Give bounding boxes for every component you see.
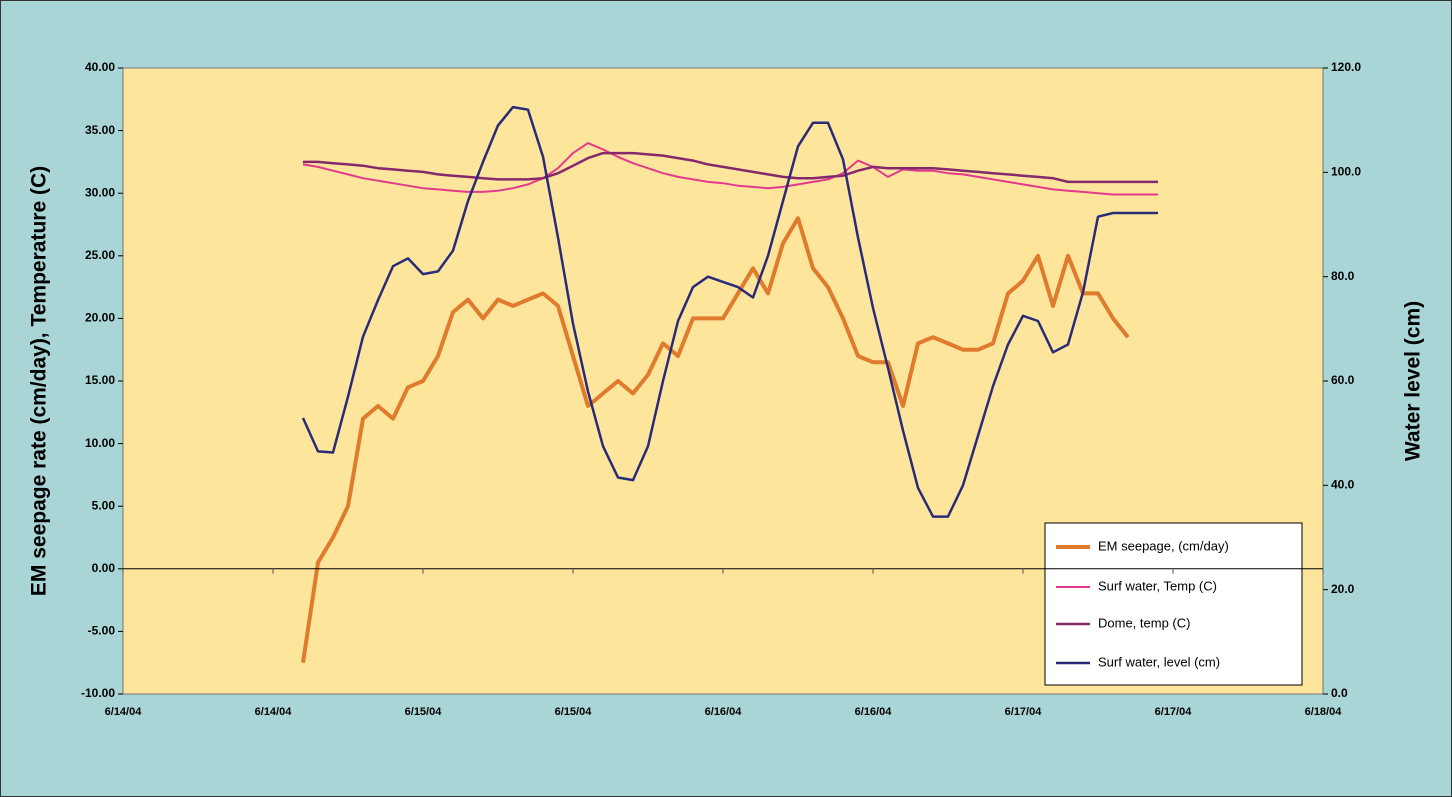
y2-tick-label: 80.0 [1331, 269, 1355, 283]
legend-label: Surf water, Temp (C) [1098, 578, 1217, 593]
y-tick-label: 30.00 [85, 185, 115, 199]
x-tick-label: 6/15/04 [555, 706, 593, 718]
y2-tick-label: 120.0 [1331, 60, 1361, 74]
y2-tick-label: 20.0 [1331, 582, 1355, 596]
y2-tick-label: 40.0 [1331, 478, 1355, 492]
series-line [302, 142, 1158, 196]
y-axis-title: EM seepage rate (cm/day), Temperature (C… [28, 166, 51, 596]
legend-label: Dome, temp (C) [1098, 615, 1190, 630]
legend-label: EM seepage, (cm/day) [1098, 538, 1229, 553]
y-tick-label: 10.00 [85, 436, 115, 450]
legend [1044, 522, 1303, 686]
x-tick-label: 6/17/04 [1005, 706, 1043, 718]
y-tick-label: 40.00 [85, 60, 115, 74]
series-line [301, 216, 1130, 663]
x-tick-label: 6/16/04 [855, 706, 893, 718]
x-tick-label: 6/14/04 [255, 706, 293, 718]
y-tick-label: -5.00 [88, 624, 116, 638]
y-tick-label: 35.00 [85, 123, 115, 137]
y2-tick-label: 100.0 [1331, 165, 1361, 179]
series-layer [301, 105, 1158, 663]
y2-axis-title: Water level (cm) [1402, 301, 1425, 461]
legend-label: Surf water, level (cm) [1098, 654, 1220, 669]
x-tick-label: 6/17/04 [1155, 706, 1193, 718]
series-line [301, 105, 1158, 518]
y-tick-label: 15.00 [85, 373, 115, 387]
y2-tick-label: 0.0 [1331, 686, 1348, 700]
y-tick-label: -10.00 [81, 686, 115, 700]
y-tick-label: 5.00 [92, 498, 116, 512]
x-tick-label: 6/18/04 [1305, 706, 1343, 718]
x-tick-label: 6/14/04 [105, 706, 143, 718]
y-tick-label: 0.00 [92, 561, 116, 575]
x-tick-label: 6/15/04 [405, 706, 443, 718]
y-tick-label: 20.00 [85, 311, 115, 325]
series-line [303, 151, 1158, 184]
y-tick-label: 25.00 [85, 248, 115, 262]
y2-tick-label: 60.0 [1331, 373, 1355, 387]
x-tick-label: 6/16/04 [705, 706, 743, 718]
